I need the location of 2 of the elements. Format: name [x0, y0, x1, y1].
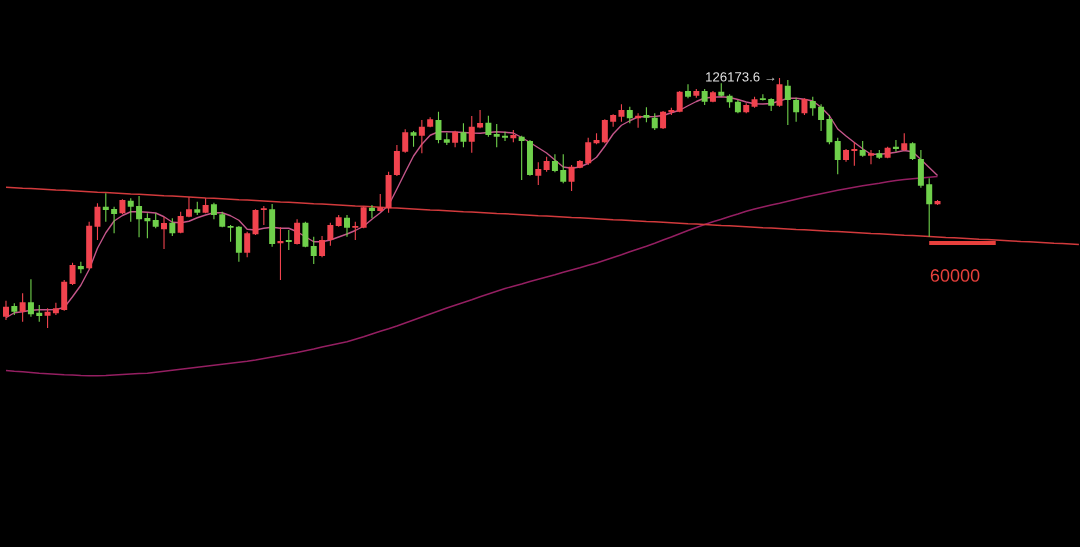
- annotation: 126173.6 →: [706, 72, 775, 82]
- series-label: 60000: [930, 269, 980, 282]
